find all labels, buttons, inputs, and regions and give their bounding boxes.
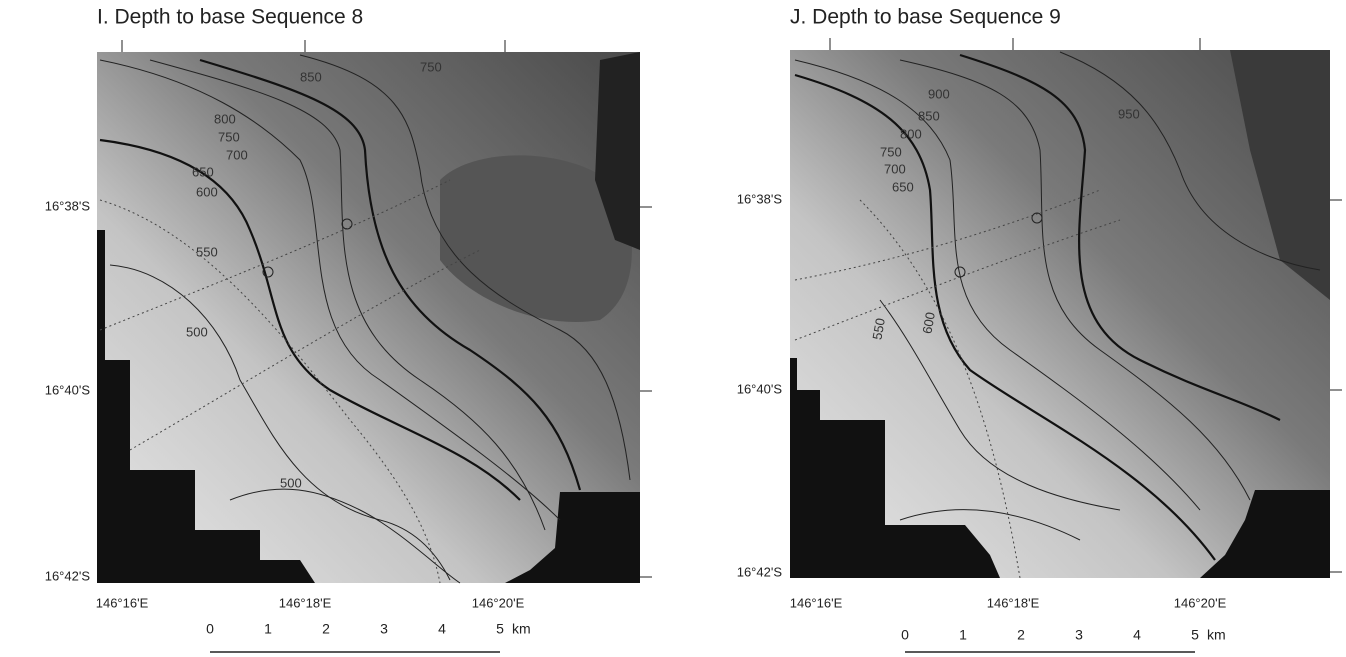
track-line (99, 199, 441, 584)
scale-tick: 5 (496, 621, 504, 637)
scale-tick: 4 (438, 621, 446, 637)
contour-label: 500 (280, 475, 302, 490)
no-data (97, 230, 315, 583)
y-label: 16°42'S (45, 568, 91, 583)
scale-tick: 5 (1191, 627, 1199, 643)
y-label: 16°40'S (45, 382, 91, 397)
contour (229, 488, 461, 584)
contour (959, 53, 1281, 421)
contour (199, 58, 582, 491)
track-line (99, 179, 451, 331)
scale-tick: 1 (264, 621, 272, 637)
contour-label: 550 (869, 317, 888, 341)
scale-tick: 0 (206, 621, 214, 637)
contour-label: 700 (226, 147, 248, 162)
contour-label: 650 (192, 164, 214, 179)
y-label: 16°40'S (737, 381, 783, 396)
contour (899, 509, 1081, 541)
contour-label: 750 (420, 59, 442, 74)
contour-label: 700 (884, 161, 906, 176)
well-symbol (1031, 212, 1043, 224)
x-label: 146°20'E (1174, 595, 1227, 610)
contour (109, 264, 451, 581)
panel-j: J. Depth to base Sequence 9 900 850 800 … (737, 6, 1342, 653)
scale-unit: km (1207, 627, 1226, 643)
contour-label: 600 (919, 311, 938, 335)
scale-tick: 4 (1133, 627, 1141, 643)
scale-unit: km (512, 621, 531, 637)
contour-label: 800 (900, 126, 922, 141)
x-label: 146°20'E (472, 595, 525, 610)
track-line (859, 199, 1021, 579)
contour-label: 600 (196, 184, 218, 199)
scale-tick: 1 (959, 627, 967, 643)
scale-tick: 2 (322, 621, 330, 637)
x-label: 146°18'E (987, 595, 1040, 610)
scale-bar: 0 1 2 3 4 5 km (206, 621, 531, 653)
x-label: 146°16'E (96, 595, 149, 610)
contour (149, 59, 546, 531)
well-symbol (262, 266, 274, 278)
track-line (794, 189, 1101, 281)
x-label: 146°18'E (279, 595, 332, 610)
contour-label: 650 (892, 179, 914, 194)
contour-label: 750 (880, 144, 902, 159)
contour-label: 500 (186, 324, 208, 339)
contour (879, 299, 1121, 511)
scale-bar: 0 1 2 3 4 5 km (901, 627, 1226, 653)
contour (794, 73, 1216, 561)
scale-tick: 3 (1075, 627, 1083, 643)
no-data (595, 52, 640, 250)
contour (1059, 51, 1321, 271)
contour-label: 550 (196, 244, 218, 259)
contour-label: 950 (1118, 106, 1140, 121)
contour-label: 750 (218, 129, 240, 144)
scale-tick: 0 (901, 627, 909, 643)
panel-title: J. Depth to base Sequence 9 (790, 6, 1061, 29)
contour (99, 138, 521, 501)
contour-label: 850 (300, 69, 322, 84)
x-label: 146°16'E (790, 595, 843, 610)
y-label: 16°42'S (737, 564, 783, 579)
no-data (790, 358, 1000, 578)
depth-low (1230, 50, 1330, 300)
no-data (505, 492, 640, 583)
contour-label: 800 (214, 111, 236, 126)
well-symbol (341, 218, 353, 230)
no-data (1200, 490, 1330, 578)
track-line (129, 249, 481, 451)
contour (299, 54, 631, 481)
contour (99, 59, 561, 521)
scale-tick: 3 (380, 621, 388, 637)
depth-low (440, 155, 632, 322)
scale-tick: 2 (1017, 627, 1025, 643)
panel-title: I. Depth to base Sequence 8 (97, 6, 363, 29)
well-symbol (954, 266, 966, 278)
y-label: 16°38'S (45, 198, 91, 213)
contour-label: 900 (928, 86, 950, 101)
y-label: 16°38'S (737, 191, 783, 206)
contour (899, 59, 1251, 501)
panel-i: I. Depth to base Sequence 8 850 800 750 … (45, 6, 652, 653)
contour (794, 59, 1201, 511)
contour-label: 850 (918, 108, 940, 123)
